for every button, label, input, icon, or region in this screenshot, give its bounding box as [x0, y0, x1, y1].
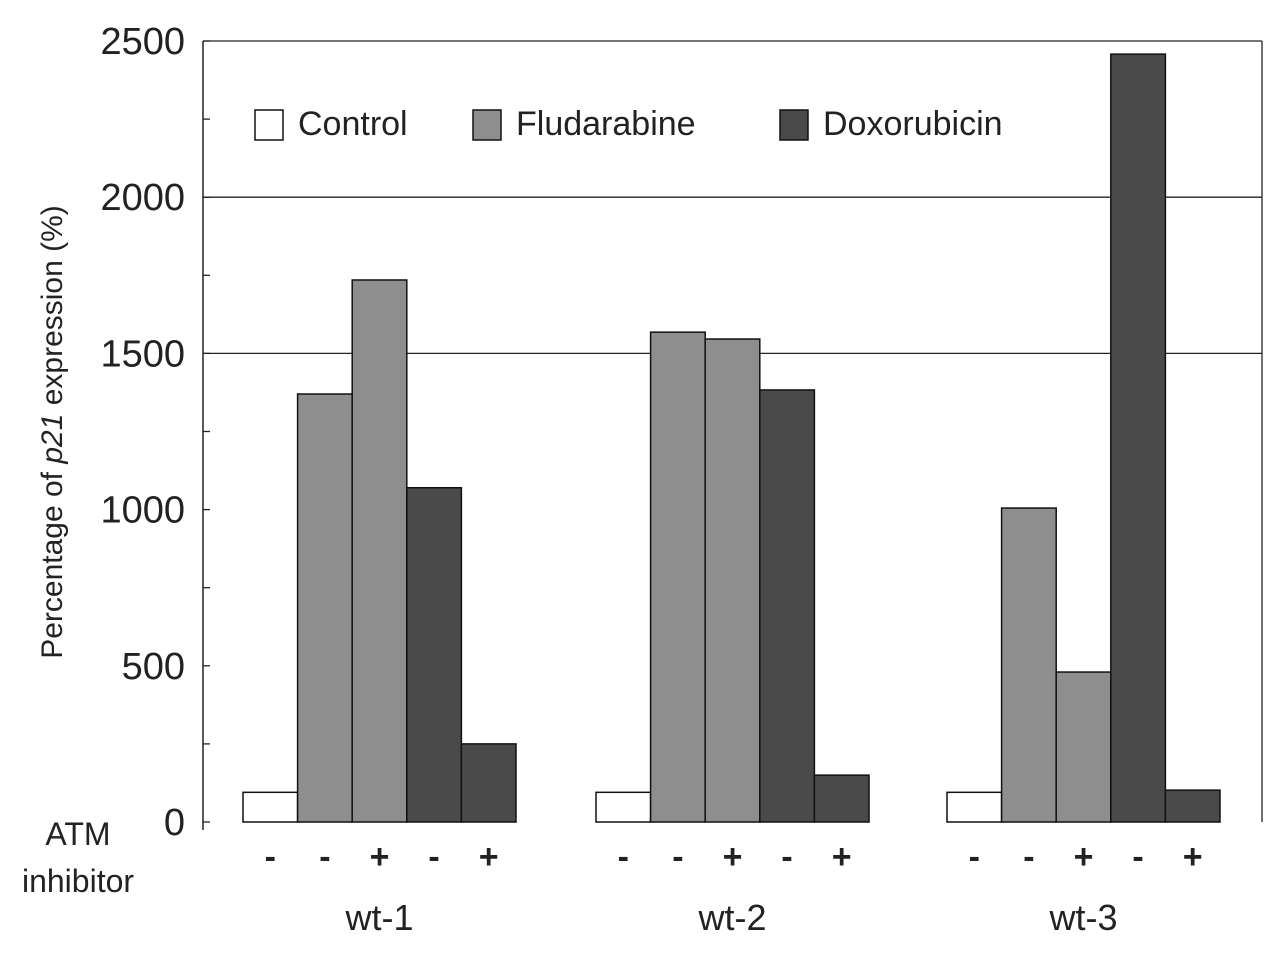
y-axis-label: Percentage of p21 expression (%)	[36, 205, 69, 659]
bar	[351, 279, 408, 823]
bar	[1000, 507, 1057, 823]
y-tick-label: 2000	[100, 177, 185, 219]
atm-sign-label: -	[428, 838, 439, 876]
bar	[704, 338, 761, 823]
bar	[813, 774, 870, 823]
atm-sign-label: +	[723, 838, 743, 876]
axes: 0 500 1000 1500 2000 2500	[100, 21, 1263, 844]
legend-swatch	[254, 109, 284, 141]
y-tick-label: 0	[164, 802, 185, 844]
bars	[242, 53, 1221, 823]
atm-sign-label: -	[618, 838, 629, 876]
atm-sign-label: +	[832, 838, 852, 876]
legend: Control Fludarabine Doxorubicin	[254, 105, 1003, 143]
bar	[1055, 671, 1112, 823]
atm-sign-label: +	[1074, 838, 1094, 876]
bar	[759, 389, 816, 823]
group-label: wt-3	[1048, 897, 1117, 938]
row-label-atm: ATM	[45, 816, 110, 852]
legend-label: Doxorubicin	[823, 105, 1003, 143]
y-axis-label-prefix: Percentage of	[36, 464, 69, 659]
y-tick-label: 2500	[100, 21, 185, 63]
atm-sign-label: +	[1183, 838, 1203, 876]
y-axis-label-gene: p21	[36, 414, 69, 465]
atm-sign-label: -	[1023, 838, 1034, 876]
bar	[406, 486, 463, 823]
row-label-inhibitor: inhibitor	[22, 863, 134, 899]
atm-sign-label: -	[672, 838, 683, 876]
atm-sign-label: -	[781, 838, 792, 876]
bar	[296, 393, 353, 823]
bar	[242, 791, 299, 823]
atm-sign-label: +	[479, 838, 499, 876]
y-axis-label-suffix: expression (%)	[36, 205, 69, 413]
labels: - - + - +wt-1- - + - +wt-2- - + - +wt-3	[265, 838, 1203, 938]
atm-sign-label: -	[1132, 838, 1143, 876]
y-tick-label: 1500	[100, 333, 185, 375]
atm-sign-label: +	[370, 838, 390, 876]
y-tick-label: 500	[122, 646, 185, 688]
group-label: wt-1	[344, 897, 413, 938]
atm-sign-label: -	[265, 838, 276, 876]
bar	[595, 791, 652, 823]
bar	[1110, 53, 1167, 823]
group-label: wt-2	[697, 897, 766, 938]
legend-label: Fludarabine	[516, 105, 696, 143]
y-tick-label: 1000	[100, 490, 185, 532]
bar	[1164, 789, 1221, 823]
bar	[946, 791, 1003, 823]
legend-swatch	[779, 109, 809, 141]
bar	[649, 331, 706, 823]
legend-swatch	[472, 109, 502, 141]
atm-sign-label: -	[969, 838, 980, 876]
bar	[460, 743, 517, 823]
atm-sign-label: -	[319, 838, 330, 876]
legend-label: Control	[298, 105, 408, 143]
